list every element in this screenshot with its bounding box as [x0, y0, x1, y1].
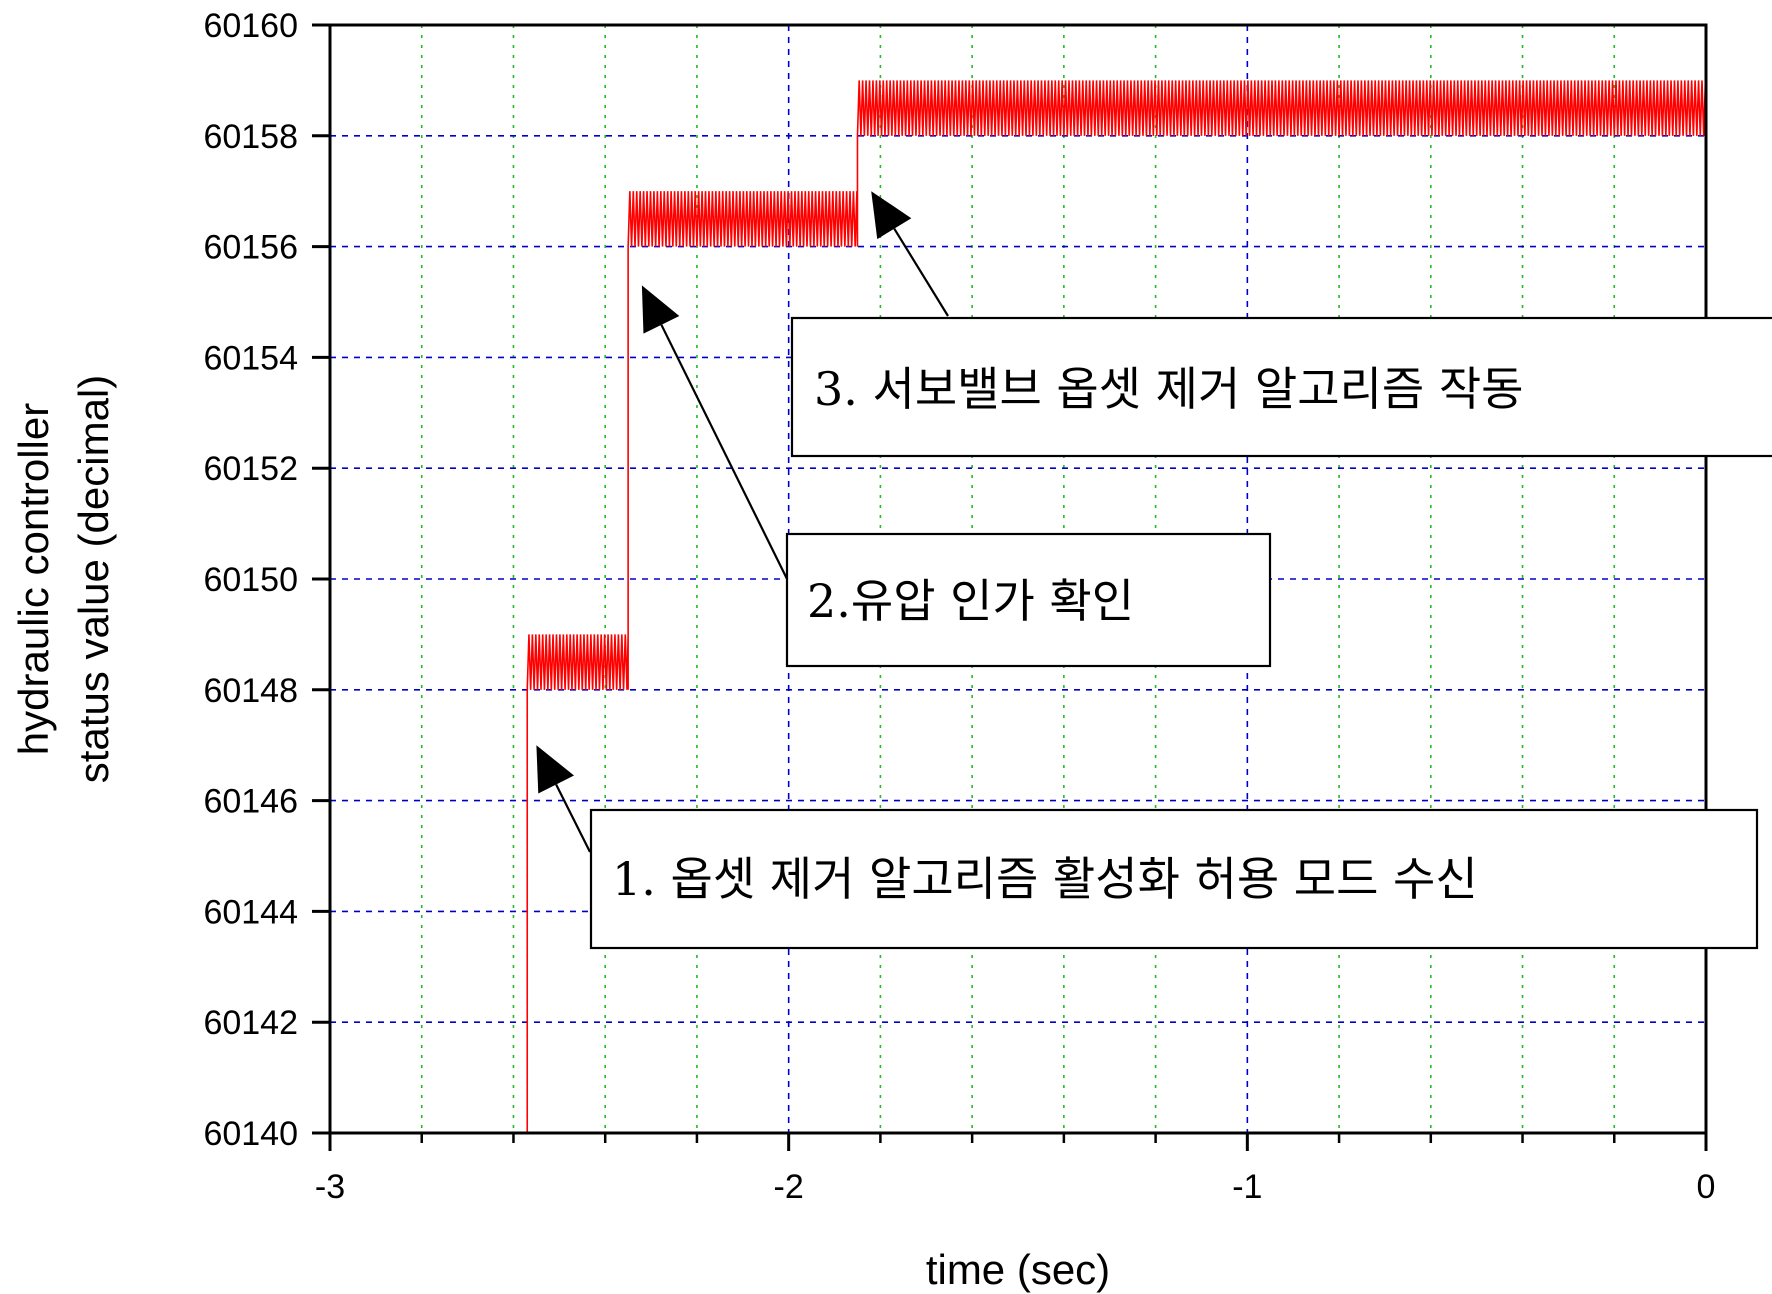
annotation-arrow-line — [555, 784, 591, 853]
axis-titles: time (sec) hydraulic controller status v… — [10, 375, 1110, 1293]
annotation-text: 1. 옵셋 제거 알고리즘 활성화 허용 모드 수신 — [612, 852, 1478, 906]
annotation-box — [790, 316, 1772, 458]
x-tick-label: -3 — [315, 1168, 345, 1206]
annotation-1: 1. 옵셋 제거 알고리즘 활성화 허용 모드 수신 — [536, 745, 1759, 950]
annotations: 1. 옵셋 제거 알고리즘 활성화 허용 모드 수신 2.유압 인가 확인 3. 서… — [536, 191, 1772, 950]
annotation-box — [785, 532, 1272, 668]
annotation-arrow-head — [871, 191, 912, 240]
x-tick-label: -1 — [1232, 1168, 1262, 1206]
y-tick-label: 60152 — [203, 450, 298, 488]
y-tick-label: 60144 — [203, 893, 298, 931]
series-polyline — [526, 80, 1707, 1133]
y-tick-label: 60160 — [203, 7, 298, 45]
x-axis-label: time (sec) — [926, 1246, 1110, 1293]
tick-labels: -3 -2 -1 0 60140 60142 60144 60146 60148 60150 601… — [203, 7, 1715, 1206]
y-tick-label: 60158 — [203, 118, 298, 156]
axis-ticks — [312, 23, 1708, 1151]
annotation-arrow-line — [660, 324, 791, 586]
annotation-text: 2.유압 인가 확인 — [807, 574, 1134, 628]
y-tick-label: 60154 — [203, 339, 298, 377]
y-tick-label: 60148 — [203, 672, 298, 710]
annotation-arrow-head — [536, 745, 575, 794]
annotation-box — [589, 808, 1759, 950]
y-tick-label: 60146 — [203, 783, 298, 821]
y-axis-label-line-2: status value (decimal) — [70, 375, 117, 784]
annotation-3: 3. 서보밸브 옵셋 제거 알고리즘 작동 — [790, 191, 1772, 458]
x-tick-label: -2 — [774, 1168, 804, 1206]
y-tick-label: 60140 — [203, 1115, 298, 1153]
annotation-text: 3. 서보밸브 옵셋 제거 알고리즘 작동 — [814, 362, 1523, 416]
annotation-2: 2.유압 인가 확인 — [641, 285, 1272, 668]
y-tick-label: 60156 — [203, 229, 298, 267]
y-tick-label: 60150 — [203, 561, 298, 599]
x-tick-label: 0 — [1697, 1168, 1716, 1206]
y-axis-label-line-1: hydraulic controller — [10, 403, 57, 756]
y-tick-label: 60142 — [203, 1004, 298, 1042]
annotation-arrow-line — [893, 228, 949, 317]
series-line — [526, 80, 1707, 1133]
annotation-arrow-head — [641, 285, 680, 334]
